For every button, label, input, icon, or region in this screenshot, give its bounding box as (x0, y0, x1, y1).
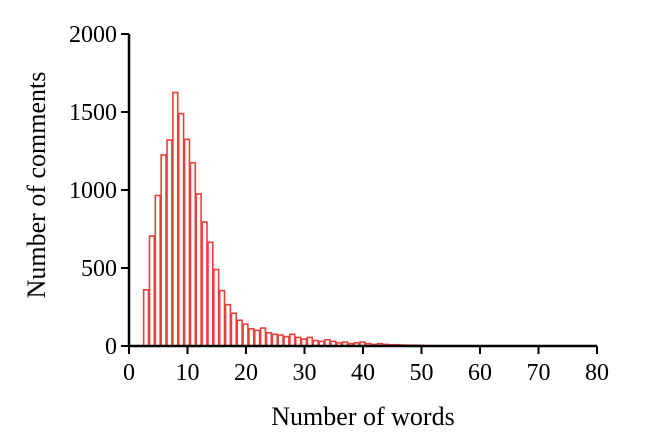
histogram-bar (242, 323, 249, 347)
histogram-bar (172, 91, 179, 347)
histogram-bar (277, 334, 284, 347)
histogram-bar (236, 319, 243, 347)
x-tick-label: 0 (123, 360, 135, 386)
x-tick-label: 80 (585, 360, 609, 386)
histogram-bar (294, 336, 302, 347)
histogram-bar (183, 138, 191, 347)
y-axis-title: Number of comments (22, 72, 51, 299)
histogram-bar (148, 235, 156, 347)
y-tick-label: 1500 (69, 100, 117, 126)
histogram-bar (218, 289, 226, 347)
histogram-bar (195, 193, 202, 347)
histogram-bar (248, 328, 255, 347)
histogram-bar (253, 329, 261, 347)
histogram-bar (271, 333, 278, 347)
y-tick-label: 2000 (69, 22, 117, 48)
histogram-bar (142, 289, 150, 347)
histogram-bar (289, 333, 296, 347)
x-tick-label: 70 (527, 360, 551, 386)
histogram-bar (154, 194, 161, 347)
x-axis-title: Number of words (271, 402, 454, 431)
y-tick-label: 500 (81, 256, 117, 282)
histogram-bar (201, 221, 208, 347)
histogram-bar (189, 161, 197, 347)
histogram-bar (230, 312, 238, 347)
histogram-bar (213, 268, 220, 347)
y-tick-label: 0 (105, 334, 117, 360)
y-axis-ticks: 0 500 1000 1500 2000 (69, 22, 129, 360)
histogram-bar (224, 303, 232, 347)
histogram-bar (283, 335, 290, 347)
bars-group (142, 91, 425, 347)
histogram-bar (306, 336, 314, 347)
histogram-bar (177, 112, 185, 347)
x-tick-label: 50 (410, 360, 434, 386)
x-tick-label: 10 (176, 360, 200, 386)
histogram-bar (207, 241, 214, 347)
histogram-bar (166, 139, 173, 347)
histogram-bar (259, 327, 267, 347)
x-tick-label: 40 (351, 360, 375, 386)
y-tick-label: 1000 (69, 178, 117, 204)
x-tick-label: 20 (234, 360, 258, 386)
x-axis-ticks: 0 10 20 30 40 50 60 70 80 (123, 346, 609, 386)
histogram-bar (265, 331, 273, 347)
x-tick-label: 30 (293, 360, 317, 386)
histogram-bar (160, 154, 167, 347)
x-tick-label: 60 (468, 360, 492, 386)
